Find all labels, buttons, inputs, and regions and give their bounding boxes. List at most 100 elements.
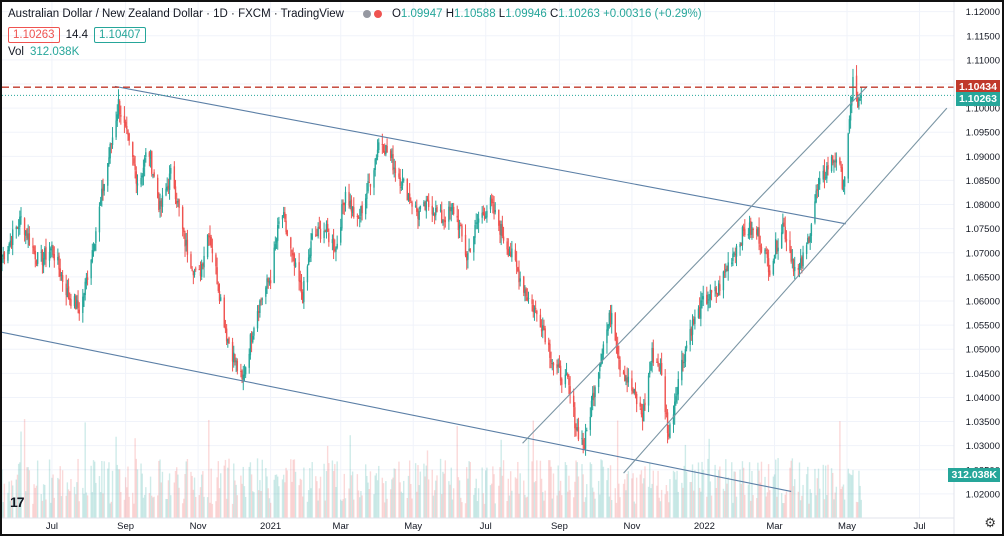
volume-bar (161, 471, 164, 518)
candle-body (167, 185, 170, 189)
time-tick-label: Jul (46, 521, 58, 532)
volume-bar (492, 466, 494, 518)
volume-bar (34, 487, 36, 518)
candle-body (284, 212, 286, 219)
volume-bar (301, 496, 304, 518)
candle-body (647, 375, 650, 406)
candle-body (606, 329, 608, 344)
legend-toggle-icon[interactable] (360, 10, 382, 18)
volume-bar (291, 481, 293, 518)
volume-bar (324, 500, 326, 518)
candle-body (816, 189, 819, 191)
candle-body (258, 311, 260, 313)
volume-bar (499, 467, 501, 518)
volume-bar (110, 501, 113, 518)
time-axis[interactable]: Jul Sep Nov 2021 Mar May Jul Sep Nov 2022 Mar May Ju… (2, 517, 954, 532)
candle-body (469, 249, 471, 253)
current-price-tag: 1.10263 (956, 92, 1000, 107)
candle-body (709, 289, 712, 300)
volume-bar (823, 499, 826, 518)
volume-bar (709, 481, 712, 518)
volume-bar (483, 503, 486, 518)
volume-bar (103, 461, 105, 518)
candle-body (567, 373, 569, 378)
volume-bar (444, 460, 447, 518)
volume-bar (602, 466, 605, 518)
volume-bar (760, 461, 763, 518)
volume-bar (419, 471, 422, 518)
volume-bar (490, 483, 493, 518)
candle-body (782, 222, 784, 233)
candle-body (364, 198, 367, 215)
candle-body (328, 232, 330, 243)
candle-body (275, 239, 278, 243)
sell-button[interactable]: 1.10263 (8, 27, 60, 43)
volume-bar (748, 462, 751, 518)
candle-body (608, 312, 611, 326)
volume-bar (90, 465, 92, 518)
buy-button[interactable]: 1.10407 (93, 27, 146, 43)
candle-body (133, 158, 135, 164)
candle-body (42, 258, 45, 267)
volume-bar (174, 470, 177, 518)
trendlines[interactable] (2, 85, 954, 493)
candle-body (118, 101, 121, 115)
candle-body (400, 186, 403, 188)
volume-bar (675, 479, 677, 518)
candle-body (310, 241, 312, 257)
candle-body (681, 359, 683, 381)
volume-bar (857, 502, 859, 518)
candle-body (368, 182, 370, 184)
candle-body (518, 269, 520, 283)
candle-body (477, 218, 480, 223)
candle-body (486, 210, 488, 218)
symbol-title[interactable]: Australian Dollar / New Zealand Dollar ·… (8, 8, 344, 20)
candle-body (481, 212, 483, 218)
candle-body (658, 367, 660, 372)
volume-bar (577, 476, 580, 518)
candle-body (278, 221, 280, 224)
candle-body (708, 299, 710, 301)
volume-bar (369, 471, 372, 518)
candle-body (748, 222, 751, 235)
candle-body (185, 239, 187, 246)
volume-bar (231, 503, 234, 518)
candle-body (847, 133, 849, 179)
volume-bar (665, 484, 668, 518)
candle-body (458, 225, 461, 229)
tradingview-logo-icon[interactable]: 17 (10, 494, 25, 510)
candle-body (594, 387, 596, 397)
candle-body (807, 237, 809, 245)
candle-body (474, 225, 476, 238)
volume-bar (731, 462, 733, 518)
volume-bar (658, 497, 660, 518)
candle-body (249, 334, 252, 356)
candle-body (110, 143, 113, 145)
candle-body (572, 395, 575, 407)
volume-bar (682, 487, 684, 518)
volume-bar (361, 495, 363, 518)
volume-bar (159, 459, 161, 518)
volume-bar (350, 475, 353, 518)
candle-body (101, 188, 103, 201)
gear-icon[interactable]: ⚙ (984, 515, 996, 530)
candle-body (252, 336, 254, 343)
volume-bar (693, 490, 695, 518)
volume-bar (156, 495, 159, 518)
candle-body (84, 281, 86, 296)
candle-body (732, 253, 734, 262)
candle-body (697, 308, 700, 318)
volume-bar (519, 473, 521, 518)
candle-body (73, 296, 76, 306)
volume-bar (485, 470, 487, 518)
candle-body (714, 286, 716, 292)
candle-body (457, 219, 460, 231)
candle-body (381, 143, 384, 145)
candle-body (228, 337, 230, 344)
candle-body (135, 171, 138, 184)
volume-bar (627, 471, 630, 518)
volume-bar (769, 490, 771, 518)
candle-body (508, 253, 511, 256)
candle-body (651, 347, 653, 362)
